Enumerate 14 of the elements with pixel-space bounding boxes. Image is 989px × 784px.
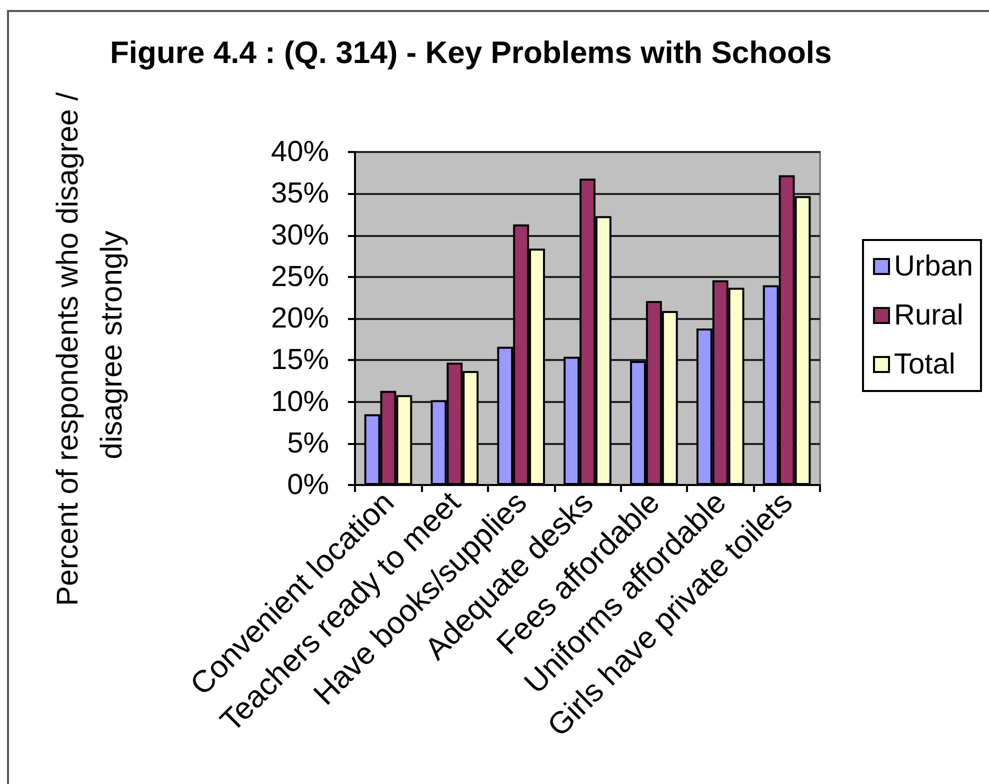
y-tick-label: 0% (287, 469, 329, 501)
y-tick-label: 20% (270, 302, 329, 334)
y-tick-label: 30% (270, 219, 329, 252)
y-tick-label: 40% (270, 136, 329, 168)
y-tick-label: 5% (287, 427, 329, 460)
legend-label: Urban (894, 250, 974, 282)
y-tick-label: 10% (270, 386, 329, 418)
y-tick-label: 25% (270, 260, 329, 293)
y-tick-label: 15% (270, 344, 329, 376)
legend-label: Rural (894, 300, 964, 332)
legend-label: Total (894, 348, 956, 380)
y-tick-label: 35% (270, 178, 329, 210)
chart-title: Figure 4.4 : (Q. 314) - Key Problems with Schools (110, 35, 832, 70)
y-axis-title: Percent of respondents who disagree / disagree strongly (52, 84, 128, 606)
